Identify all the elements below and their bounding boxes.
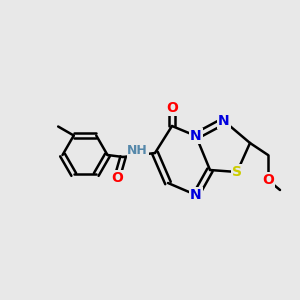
Text: N: N [190,188,202,202]
Text: O: O [262,173,274,187]
Text: NH: NH [127,144,148,157]
Text: N: N [190,129,202,143]
Text: O: O [111,171,123,185]
Text: N: N [218,114,230,128]
Text: O: O [166,101,178,115]
Text: S: S [232,165,242,179]
